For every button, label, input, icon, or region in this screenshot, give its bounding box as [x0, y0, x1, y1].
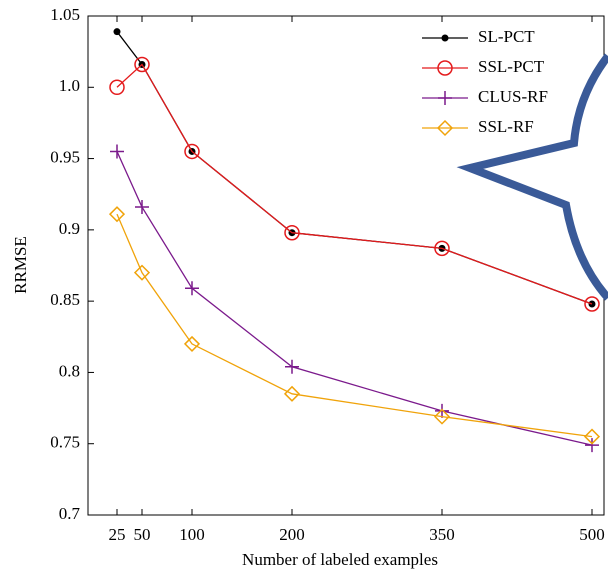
x-tick-label: 50: [134, 525, 151, 544]
x-axis-title: Number of labeled examples: [242, 550, 438, 569]
legend-marker: [438, 91, 452, 105]
point: [135, 200, 149, 215]
legend-marker: [436, 119, 454, 137]
x-tick-label: 500: [579, 525, 605, 544]
callout-shape: [456, 53, 608, 301]
x-tick-label: 200: [279, 525, 305, 544]
point: [434, 240, 450, 257]
point: [435, 403, 449, 418]
point: [583, 428, 601, 445]
legend-marker: [441, 34, 449, 42]
y-tick-label: 0.9: [59, 219, 80, 238]
plot-area: 0.7 0.75 0.8 0.85 0.9 0.95 1.0 1.05 25 50 100 200 35…: [50, 5, 605, 544]
y-tick-label: 0.75: [50, 433, 80, 452]
legend-label: SSL-RF: [478, 117, 534, 136]
y-tick-label: 1.05: [50, 5, 80, 24]
point: [133, 264, 151, 281]
x-tick-label: 350: [429, 525, 455, 544]
legend-label: SL-PCT: [478, 27, 535, 46]
point: [185, 281, 199, 296]
point: [184, 143, 200, 160]
series-line: [116, 151, 593, 446]
point: [183, 335, 201, 352]
point: [109, 79, 125, 96]
y-tick-label: 1.0: [59, 76, 80, 95]
y-tick-label: 0.8: [59, 361, 80, 380]
y-tick-label: 0.85: [50, 290, 80, 309]
point: [284, 224, 300, 241]
x-tick-label: 25: [109, 525, 126, 544]
y-tick-label: 0.95: [50, 147, 80, 166]
legend-label: CLUS-RF: [478, 87, 548, 106]
point: [433, 408, 451, 425]
legend-label: SSL-PCT: [478, 57, 545, 76]
series-line: [116, 213, 593, 438]
series-line: [116, 63, 593, 305]
point: [585, 438, 599, 453]
y-axis-title: RRMSE: [11, 236, 30, 294]
point: [283, 385, 301, 402]
point: [110, 144, 124, 159]
point: [113, 28, 121, 36]
x-tick-label: 100: [179, 525, 205, 544]
legend: SL-PCT SSL-PCT CLUS-RF SSL-RF: [422, 27, 548, 137]
point: [108, 206, 126, 223]
legend-marker: [437, 60, 453, 76]
point: [134, 56, 150, 73]
point: [584, 296, 600, 312]
point: [285, 359, 299, 374]
y-tick-label: 0.7: [59, 504, 81, 523]
